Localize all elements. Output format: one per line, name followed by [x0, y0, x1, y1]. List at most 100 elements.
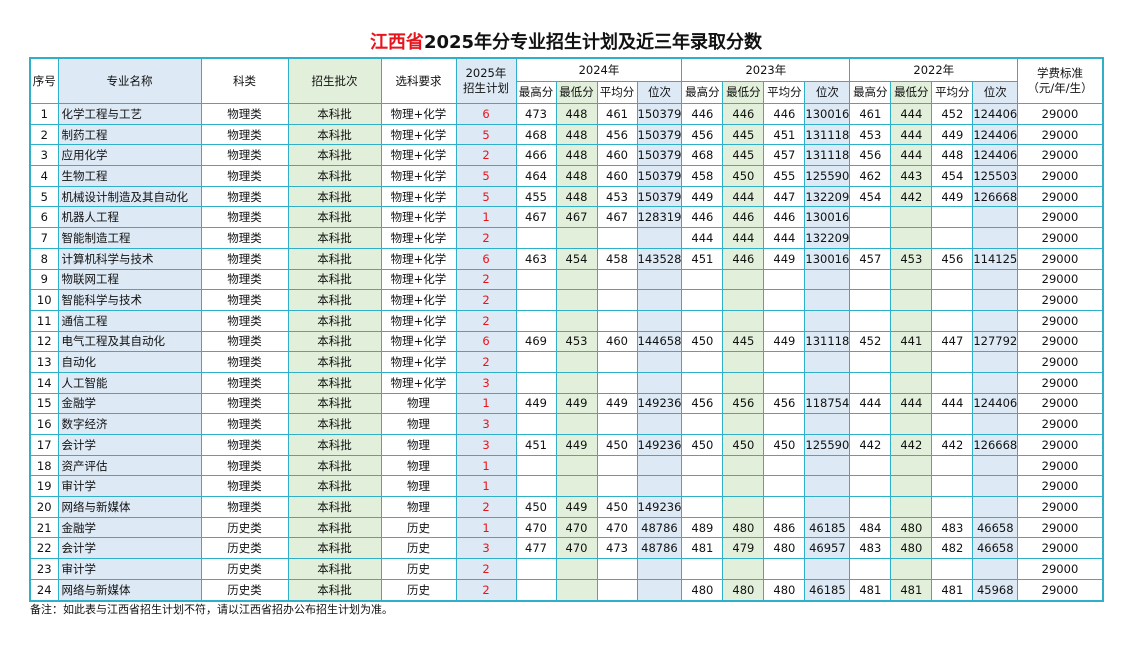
cell-y2022-max-score	[849, 268, 892, 291]
cell-y2022-avg-score	[931, 475, 974, 498]
cell-y2024-rank	[636, 413, 683, 435]
cell-y2023-max-score: 489	[681, 516, 724, 539]
cell-y2023-min-score	[722, 496, 765, 518]
cell-major: 网络与新媒体	[57, 496, 202, 518]
cell-batch: 本科批	[287, 268, 382, 291]
cell-y2023-rank: 131118	[804, 330, 851, 353]
cell-y2022-min-score: 444	[890, 392, 933, 415]
cell-y2023-rank: 130016	[804, 103, 851, 125]
cell-y2022-avg-score: 442	[931, 434, 974, 456]
cell-y2022-max-score: 453	[849, 123, 892, 146]
cell-y2024-rank	[636, 309, 683, 332]
cell-y2022-max-score: 456	[849, 144, 892, 167]
header-category: 科类	[200, 57, 289, 104]
cell-subjects: 物理	[380, 454, 457, 477]
cell-y2022-min-score	[890, 289, 933, 311]
cell-y2022-rank: 45968	[972, 578, 1019, 602]
cell-y2023-avg-score: 447	[763, 185, 806, 208]
cell-y2022-rank	[972, 496, 1019, 518]
cell-y2023-max-score: 468	[681, 144, 724, 167]
cell-y2022-max-score	[849, 558, 892, 580]
cell-plan: 1	[455, 475, 517, 498]
cell-subjects: 物理	[380, 496, 457, 518]
cell-y2023-avg-score: 446	[763, 206, 806, 229]
cell-seq: 11	[29, 309, 59, 332]
cell-category: 物理类	[200, 268, 289, 291]
cell-seq: 8	[29, 247, 59, 270]
cell-y2022-max-score: 462	[849, 165, 892, 187]
cell-category: 物理类	[200, 434, 289, 456]
cell-batch: 本科批	[287, 578, 382, 602]
cell-y2023-max-score	[681, 268, 724, 291]
cell-category: 物理类	[200, 475, 289, 498]
cell-major: 自动化	[57, 351, 202, 373]
cell-y2024-avg-score: 450	[596, 496, 638, 518]
cell-y2022-rank	[972, 475, 1019, 498]
cell-y2024-max-score	[515, 558, 557, 580]
cell-y2022-max-score: 442	[849, 434, 892, 456]
cell-y2023-min-score: 450	[722, 165, 765, 187]
cell-subjects: 物理+化学	[380, 371, 457, 394]
cell-fee: 29000	[1017, 185, 1104, 208]
cell-subjects: 物理+化学	[380, 351, 457, 373]
cell-y2023-avg-score: 480	[763, 578, 806, 602]
cell-major: 机械设计制造及其自动化	[57, 185, 202, 208]
cell-y2022-min-score: 442	[890, 185, 933, 208]
cell-y2023-avg-score	[763, 475, 806, 498]
cell-subjects: 物理+化学	[380, 227, 457, 249]
cell-batch: 本科批	[287, 289, 382, 311]
cell-y2024-avg-score: 456	[596, 123, 638, 146]
cell-fee: 29000	[1017, 309, 1104, 332]
page-title: 江西省2025年分专业招生计划及近三年录取分数	[0, 28, 1132, 54]
header-plan-line2: 招生计划	[463, 81, 509, 95]
cell-category: 物理类	[200, 247, 289, 270]
cell-y2022-min-score	[890, 351, 933, 373]
cell-subjects: 物理	[380, 475, 457, 498]
cell-seq: 23	[29, 558, 59, 580]
cell-category: 物理类	[200, 185, 289, 208]
header-fee-line1: 学费标准	[1036, 66, 1083, 80]
cell-y2022-avg-score	[931, 371, 974, 394]
cell-y2023-min-score	[722, 558, 765, 580]
cell-y2022-max-score	[849, 371, 892, 394]
cell-y2024-avg-score: 460	[596, 144, 638, 167]
cell-fee: 29000	[1017, 371, 1104, 394]
cell-seq: 3	[29, 144, 59, 167]
cell-y2023-max-score	[681, 371, 724, 394]
cell-y2022-avg-score: 449	[931, 185, 974, 208]
cell-plan: 1	[455, 392, 517, 415]
cell-y2022-min-score: 444	[890, 103, 933, 125]
cell-y2023-max-score: 450	[681, 330, 724, 353]
cell-y2023-rank	[804, 351, 851, 373]
cell-y2022-max-score: 484	[849, 516, 892, 539]
cell-y2023-avg-score	[763, 351, 806, 373]
cell-y2022-rank: 46658	[972, 537, 1019, 560]
cell-major: 智能科学与技术	[57, 289, 202, 311]
cell-y2023-min-score	[722, 289, 765, 311]
cell-fee: 29000	[1017, 351, 1104, 373]
cell-fee: 29000	[1017, 475, 1104, 498]
cell-y2023-min-score: 445	[722, 330, 765, 353]
cell-y2023-max-score: 446	[681, 206, 724, 229]
cell-subjects: 物理+化学	[380, 330, 457, 353]
cell-y2023-rank: 132209	[804, 185, 851, 208]
cell-y2023-min-score	[722, 268, 765, 291]
cell-y2023-rank	[804, 496, 851, 518]
cell-category: 物理类	[200, 351, 289, 373]
subheader-avg-score: 平均分	[763, 81, 806, 104]
cell-y2022-max-score: 461	[849, 103, 892, 125]
cell-y2024-avg-score	[596, 371, 638, 394]
cell-y2022-rank	[972, 351, 1019, 373]
cell-y2023-avg-score	[763, 454, 806, 477]
cell-subjects: 历史	[380, 537, 457, 560]
cell-batch: 本科批	[287, 413, 382, 435]
cell-y2022-max-score: 454	[849, 185, 892, 208]
cell-category: 物理类	[200, 454, 289, 477]
cell-y2024-avg-score: 453	[596, 185, 638, 208]
cell-fee: 29000	[1017, 144, 1104, 167]
cell-y2022-avg-score: 482	[931, 537, 974, 560]
cell-y2024-max-score	[515, 371, 557, 394]
cell-y2022-max-score	[849, 475, 892, 498]
cell-major: 审计学	[57, 558, 202, 580]
cell-y2022-avg-score	[931, 289, 974, 311]
